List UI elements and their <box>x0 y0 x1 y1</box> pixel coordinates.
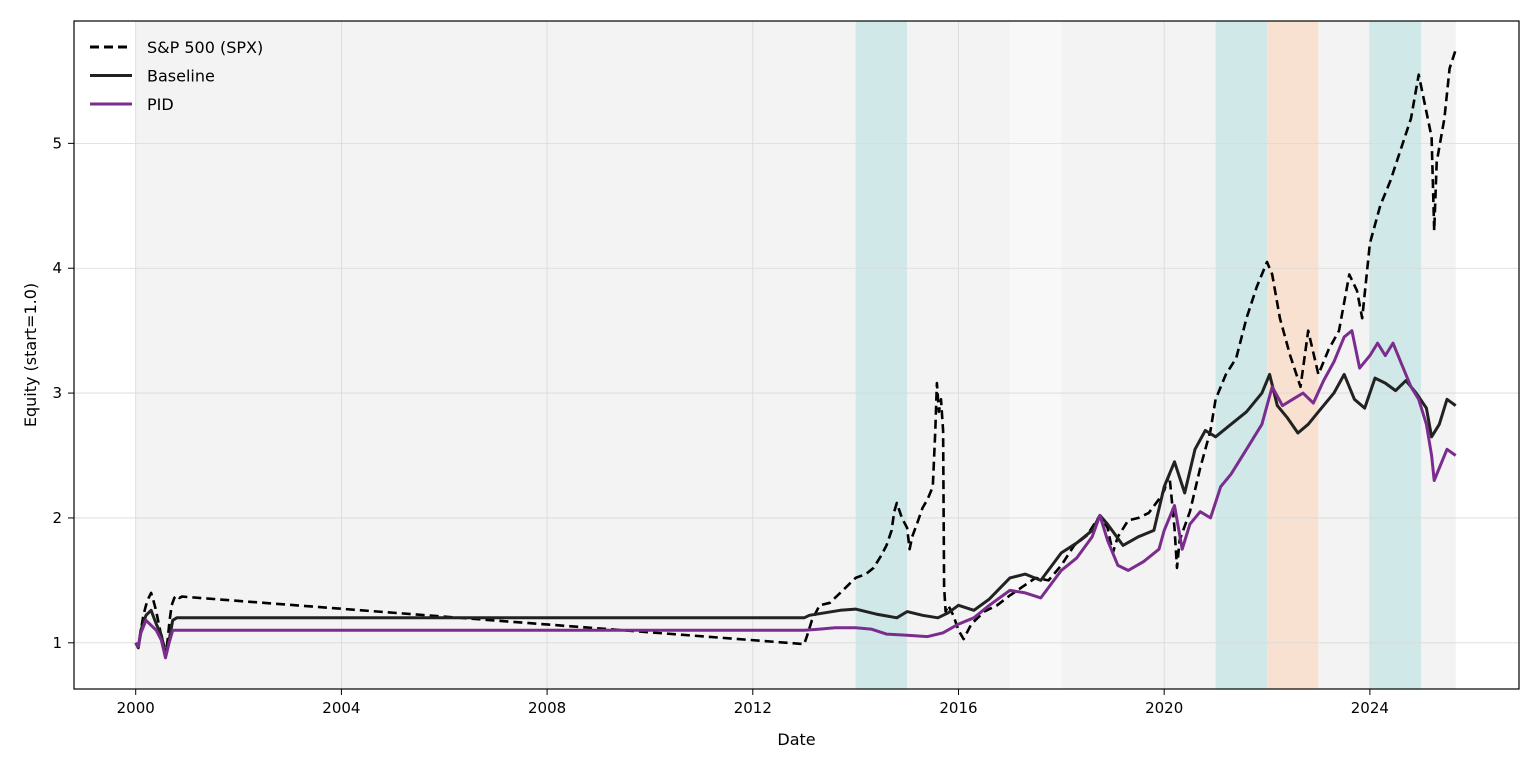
x-tick-label: 2020 <box>1145 699 1183 717</box>
regime-band-neutral <box>598 21 856 689</box>
series-line-baseline <box>134 372 1457 657</box>
regime-band-neutral <box>187 21 239 689</box>
regime-band-bull <box>1215 21 1268 689</box>
x-tick-label: 2024 <box>1351 699 1389 717</box>
plot-frame <box>73 20 1520 690</box>
regime-band-neutral <box>1061 21 1216 689</box>
y-tick-label: 2 <box>52 509 62 527</box>
series-line-pid <box>134 329 1457 660</box>
legend: S&P 500 (SPX) Baseline PID <box>90 38 263 114</box>
y-tick-label: 3 <box>52 384 62 402</box>
x-tick-label: 2000 <box>117 699 155 717</box>
regime-band-neutral <box>238 21 599 689</box>
regime-band-bull <box>1369 21 1422 689</box>
x-tick-label: 2008 <box>528 699 566 717</box>
series-line-s-p-500-spx- <box>134 49 1457 660</box>
x-axis-label: Date <box>777 730 815 749</box>
y-tick-label: 5 <box>52 134 62 152</box>
x-tick-label: 2004 <box>322 699 360 717</box>
y-tick-label: 4 <box>52 259 62 277</box>
y-axis-label: Equity (start=1.0) <box>21 283 40 427</box>
x-tick-label: 2012 <box>734 699 772 717</box>
legend-label: S&P 500 (SPX) <box>147 38 263 57</box>
y-axis-ticks: 1 2 3 4 5 <box>52 134 74 652</box>
series-lines <box>134 49 1457 660</box>
legend-label: Baseline <box>147 67 215 86</box>
regime-band-bull <box>855 21 908 689</box>
regime-bands <box>135 21 1456 689</box>
y-tick-label: 1 <box>52 634 62 652</box>
legend-label: PID <box>147 95 174 114</box>
regime-band-bear <box>1267 21 1319 689</box>
regime-band-neutral <box>135 21 188 689</box>
regime-band-neutral <box>1421 21 1456 689</box>
regime-band-calm <box>1009 21 1062 689</box>
x-axis-ticks: 2000 2004 2008 2012 2016 2020 2024 <box>117 689 1389 717</box>
x-tick-label: 2016 <box>939 699 977 717</box>
